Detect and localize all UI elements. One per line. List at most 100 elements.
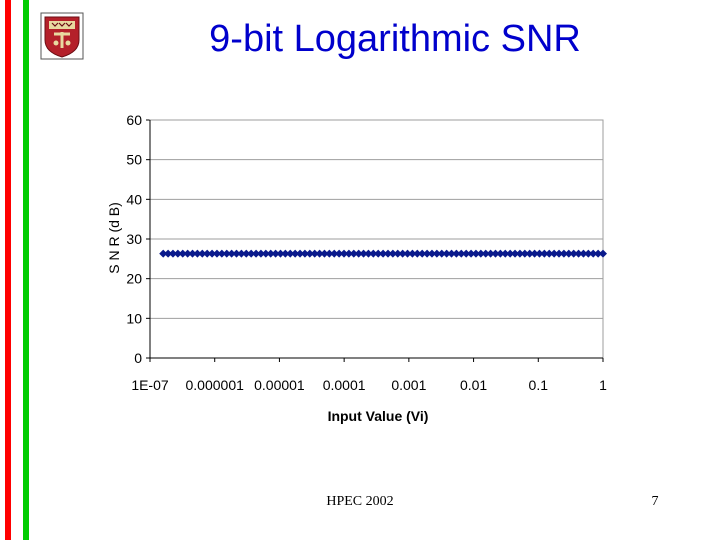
data-point (300, 249, 309, 258)
data-point (564, 249, 573, 258)
data-point (555, 249, 564, 258)
y-tick-label: 60 (126, 112, 142, 128)
data-point (252, 249, 261, 258)
data-point (374, 249, 383, 258)
data-point (599, 249, 607, 258)
x-tick-label: 0.00001 (254, 377, 305, 393)
data-point (476, 249, 485, 258)
data-point (261, 249, 270, 258)
data-point (388, 249, 397, 258)
data-point (393, 249, 402, 258)
data-point (193, 249, 202, 258)
data-point (305, 249, 314, 258)
data-point (506, 249, 515, 258)
data-point (315, 249, 324, 258)
data-point (501, 249, 510, 258)
data-point (589, 249, 598, 258)
x-tick-label: 0.1 (529, 377, 549, 393)
data-point (569, 249, 578, 258)
data-point (408, 249, 417, 258)
y-tick-label: 0 (134, 350, 142, 366)
data-point (320, 249, 329, 258)
data-point (481, 249, 490, 258)
data-point (237, 249, 246, 258)
left-red-bar (5, 0, 11, 540)
data-point (198, 249, 207, 258)
data-point (369, 249, 378, 258)
data-point (457, 249, 466, 258)
y-tick-label: 20 (126, 271, 142, 287)
data-point (203, 249, 212, 258)
data-point (168, 249, 177, 258)
data-point (559, 249, 568, 258)
y-tick-label: 50 (126, 152, 142, 168)
data-point (359, 249, 368, 258)
data-point (379, 249, 388, 258)
x-tick-label: 0.0001 (323, 377, 366, 393)
data-point (227, 249, 236, 258)
data-point (242, 249, 251, 258)
data-point (256, 249, 265, 258)
y-tick-label: 40 (126, 191, 142, 207)
x-axis-label: Input Value (Vi) (328, 408, 429, 424)
data-point (296, 249, 305, 258)
data-point (183, 249, 192, 258)
slide-title: 9-bit Logarithmic SNR (209, 18, 581, 60)
data-point (188, 249, 197, 258)
data-point (432, 249, 441, 258)
data-point (276, 249, 285, 258)
data-point (520, 249, 529, 258)
data-point (178, 249, 187, 258)
x-tick-label: 0.01 (460, 377, 487, 393)
page-number: 7 (651, 494, 659, 509)
data-point (535, 249, 544, 258)
data-point (247, 249, 256, 258)
data-point (340, 249, 349, 258)
data-point (222, 249, 231, 258)
y-tick-label: 30 (126, 231, 142, 247)
data-point (467, 249, 476, 258)
data-point (511, 249, 520, 258)
data-point (159, 249, 168, 258)
data-point (584, 249, 593, 258)
data-point (364, 249, 373, 258)
x-tick-label: 0.001 (391, 377, 426, 393)
data-point (574, 249, 583, 258)
data-point (217, 249, 226, 258)
data-point (354, 249, 363, 258)
footer-text: HPEC 2002 (326, 494, 394, 509)
data-point (486, 249, 495, 258)
university-shield-icon (40, 12, 84, 60)
data-point (164, 249, 173, 258)
data-point (208, 249, 217, 258)
data-point (413, 249, 422, 258)
data-point (291, 249, 300, 258)
data-point (266, 249, 275, 258)
data-point (212, 249, 221, 258)
left-green-bar (23, 0, 29, 540)
data-point (232, 249, 241, 258)
data-point (383, 249, 392, 258)
data-point (515, 249, 524, 258)
data-point (491, 249, 500, 258)
data-point (286, 249, 295, 258)
data-point (540, 249, 549, 258)
data-point (173, 249, 182, 258)
data-point (545, 249, 554, 258)
x-tick-label: 1 (599, 377, 607, 393)
data-point (437, 249, 446, 258)
data-point (579, 249, 588, 258)
data-point (349, 249, 358, 258)
data-point (530, 249, 539, 258)
data-point (330, 249, 339, 258)
data-point (427, 249, 436, 258)
data-point (310, 249, 319, 258)
data-point (398, 249, 407, 258)
y-axis-label: S N R (d B) (106, 202, 122, 274)
data-point (423, 249, 432, 258)
data-point (344, 249, 353, 258)
data-point (594, 249, 603, 258)
data-point (447, 249, 456, 258)
data-point (418, 249, 427, 258)
data-point (462, 249, 471, 258)
